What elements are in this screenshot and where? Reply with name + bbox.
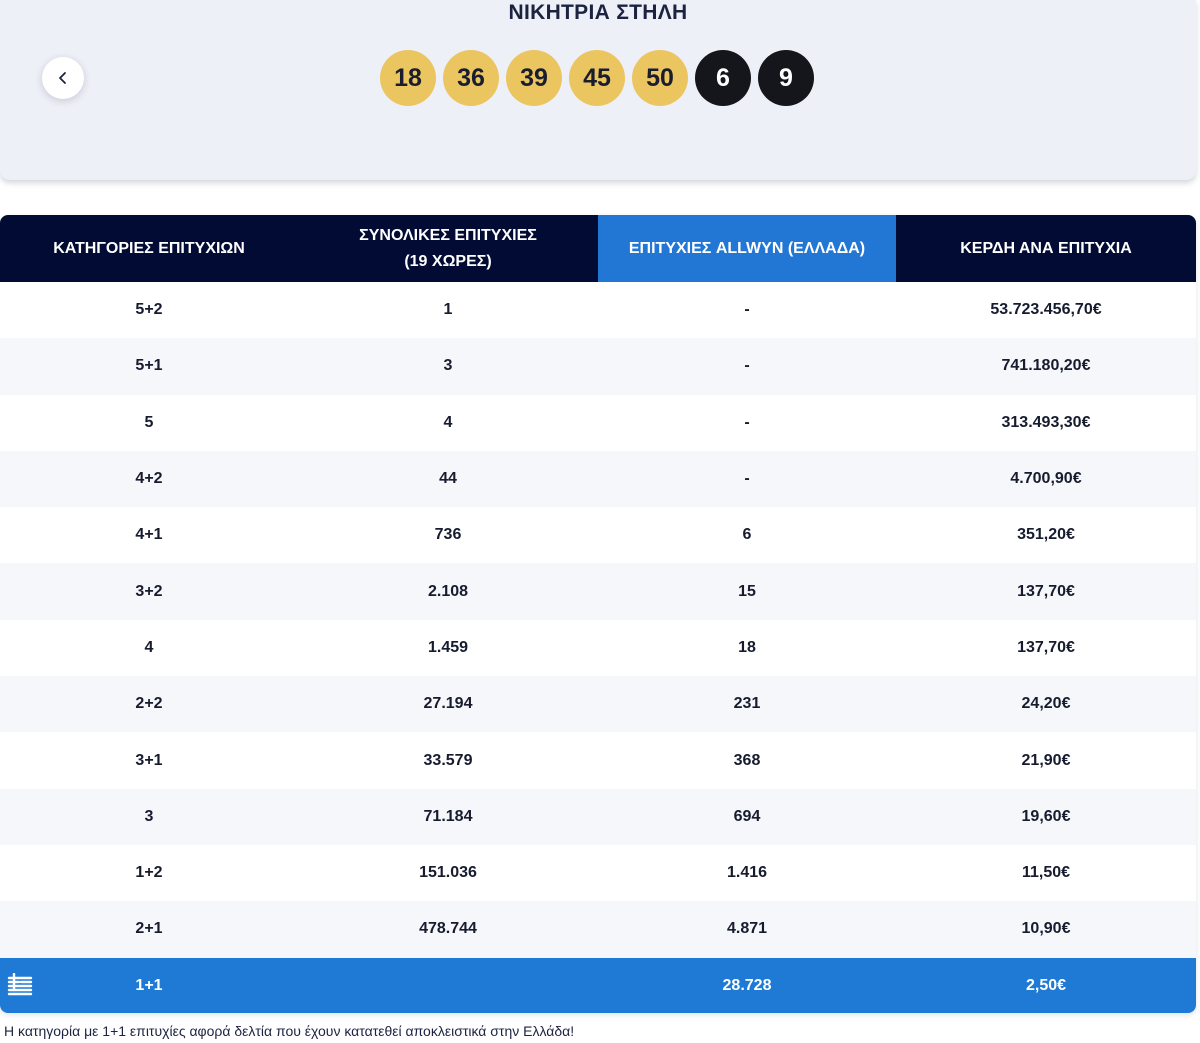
table-row: 4+1 736 6 351,20€	[0, 507, 1196, 564]
allwyn-cell: 694	[598, 788, 896, 845]
total-cell: 2.108	[298, 563, 598, 620]
winning-numbers: 18 36 39 45 50 6 9	[380, 50, 814, 106]
allwyn-cell: -	[598, 394, 896, 451]
prize-cell: 53.723.456,70€	[896, 282, 1196, 339]
allwyn-cell: -	[598, 282, 896, 339]
star-number-ball: 6	[695, 50, 751, 106]
category-cell: 3+1	[0, 732, 298, 789]
table-row: 3+2 2.108 15 137,70€	[0, 563, 1196, 620]
main-number-ball: 18	[380, 50, 436, 106]
allwyn-cell: 4.871	[598, 901, 896, 958]
winning-column-card: ΝΙΚΗΤΡΙΑ ΣΤΗΛΗ 18 36 39 45 50 6 9	[0, 0, 1196, 180]
star-number-ball: 9	[758, 50, 814, 106]
total-cell: 478.744	[298, 901, 598, 958]
category-cell: 4+2	[0, 450, 298, 508]
column-header-allwyn: ΕΠΙΤΥΧΙΕΣ ALLWYN (ΕΛΛΑΔΑ)	[598, 215, 896, 282]
table-row: 5+1 3-741.180,20€	[0, 338, 1196, 395]
prize-cell: 741.180,20€	[896, 338, 1196, 395]
table-row: 2+1 478.744 4.871 10,90€	[0, 901, 1196, 958]
greek-row-category: 1+1	[135, 976, 163, 994]
winning-column-title: ΝΙΚΗΤΡΙΑ ΣΤΗΛΗ	[508, 1, 688, 24]
greek-row-allwyn: 28.728	[598, 957, 896, 1013]
total-cell: 44	[298, 450, 598, 508]
prize-cell: 24,20€	[896, 676, 1196, 733]
back-button[interactable]	[42, 57, 84, 99]
prize-cell: 10,90€	[896, 901, 1196, 958]
category-cell: 5	[0, 394, 298, 451]
greek-flag-icon	[7, 972, 33, 995]
column-header-total: ΣΥΝΟΛΙΚΕΣ ΕΠΙΤΥΧΙΕΣ (19 ΧΩΡΕΣ)	[298, 215, 598, 282]
category-cell: 2+1	[0, 901, 298, 958]
prize-cell: 351,20€	[896, 507, 1196, 564]
prize-breakdown-table: ΚΑΤΗΓΟΡΙΕΣ ΕΠΙΤΥΧΙΩΝ ΣΥΝΟΛΙΚΕΣ ΕΠΙΤΥΧΙΕΣ…	[0, 215, 1196, 1013]
main-number-ball: 36	[443, 50, 499, 106]
greek-only-row: 1+1 28.728 2,50€	[0, 957, 1196, 1013]
category-cell: 5+2	[0, 282, 298, 339]
table-body: 5+2 1-53.723.456,70€ 5+1 3-741.180,20€ 5 4-31…	[0, 282, 1196, 958]
table-row: 3+1 33.579 368 21,90€	[0, 732, 1196, 789]
allwyn-cell: 231	[598, 676, 896, 733]
total-cell: 33.579	[298, 732, 598, 789]
total-cell: 1	[298, 282, 598, 339]
prize-cell: 4.700,90€	[896, 450, 1196, 508]
prize-cell: 137,70€	[896, 563, 1196, 620]
allwyn-cell: -	[598, 450, 896, 508]
total-cell: 27.194	[298, 676, 598, 733]
total-cell: 151.036	[298, 844, 598, 902]
table-header-row: ΚΑΤΗΓΟΡΙΕΣ ΕΠΙΤΥΧΙΩΝ ΣΥΝΟΛΙΚΕΣ ΕΠΙΤΥΧΙΕΣ…	[0, 215, 1196, 282]
allwyn-cell: -	[598, 338, 896, 395]
category-cell: 5+1	[0, 338, 298, 395]
total-cell: 4	[298, 394, 598, 451]
table-row: 4 1.459 18 137,70€	[0, 619, 1196, 677]
column-header-category: ΚΑΤΗΓΟΡΙΕΣ ΕΠΙΤΥΧΙΩΝ	[0, 215, 298, 282]
category-cell: 3+2	[0, 563, 298, 620]
category-cell: 1+2	[0, 844, 298, 902]
prize-cell: 137,70€	[896, 619, 1196, 677]
total-cell: 71.184	[298, 788, 598, 845]
main-number-ball: 45	[569, 50, 625, 106]
table-row: 2+2 27.194 231 24,20€	[0, 676, 1196, 733]
category-cell: 3	[0, 788, 298, 845]
table-row: 5+2 1-53.723.456,70€	[0, 282, 1196, 339]
column-header-prize: ΚΕΡΔΗ ΑΝΑ ΕΠΙΤΥΧΙΑ	[896, 215, 1196, 282]
category-cell: 4	[0, 619, 298, 677]
table-row: 5 4-313.493,30€	[0, 394, 1196, 451]
category-cell: 2+2	[0, 676, 298, 733]
allwyn-cell: 368	[598, 732, 896, 789]
allwyn-cell: 15	[598, 563, 896, 620]
category-cell: 4+1	[0, 507, 298, 564]
table-row: 3 71.184 694 19,60€	[0, 788, 1196, 845]
footnote: Η κατηγορία με 1+1 επιτυχίες αφορά δελτί…	[4, 1023, 575, 1039]
greek-row-category-cell: 1+1	[0, 957, 298, 1013]
allwyn-cell: 1.416	[598, 844, 896, 902]
total-cell: 3	[298, 338, 598, 395]
total-cell: 1.459	[298, 619, 598, 677]
greek-row-prize: 2,50€	[896, 957, 1196, 1013]
main-number-ball: 39	[506, 50, 562, 106]
table-row: 4+2 44-4.700,90€	[0, 450, 1196, 508]
column-header-total-line2: (19 ΧΩΡΕΣ)	[404, 252, 492, 270]
table-row: 1+2 151.036 1.416 11,50€	[0, 844, 1196, 902]
total-cell: 736	[298, 507, 598, 564]
prize-cell: 11,50€	[896, 844, 1196, 902]
main-number-ball: 50	[632, 50, 688, 106]
prize-cell: 21,90€	[896, 732, 1196, 789]
allwyn-cell: 18	[598, 619, 896, 677]
allwyn-cell: 6	[598, 507, 896, 564]
greek-row-total	[298, 957, 598, 1013]
column-header-total-line1: ΣΥΝΟΛΙΚΕΣ ΕΠΙΤΥΧΙΕΣ	[359, 226, 537, 244]
prize-cell: 313.493,30€	[896, 394, 1196, 451]
chevron-left-icon	[59, 72, 66, 84]
prize-cell: 19,60€	[896, 788, 1196, 845]
